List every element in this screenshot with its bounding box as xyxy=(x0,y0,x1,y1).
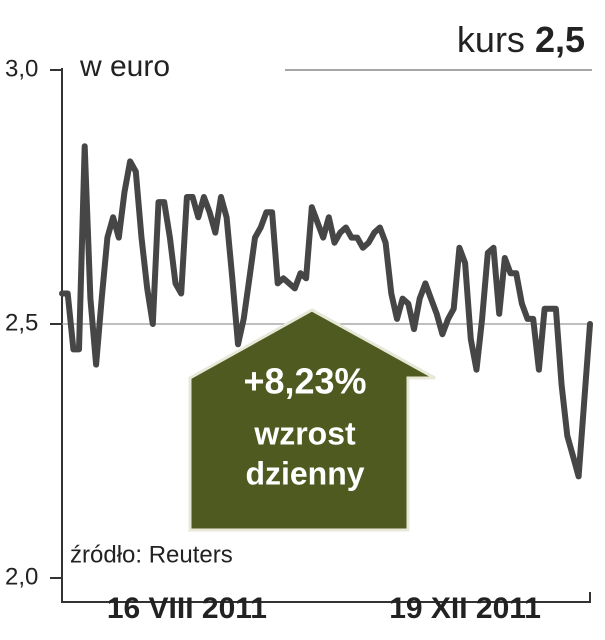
x-tick-label: 19 XII 2011 xyxy=(389,592,541,625)
title-value: 2,5 xyxy=(535,19,585,60)
x-tick-label: 16 VIII 2011 xyxy=(107,592,267,625)
title-prefix: kurs xyxy=(457,19,525,60)
annotation-line: wzrost xyxy=(253,415,356,451)
y-tick-label: 3,0 xyxy=(5,55,38,82)
annotation-value: +8,23% xyxy=(243,361,366,402)
plot xyxy=(59,143,593,480)
source: źródło: Reuters xyxy=(70,541,233,568)
y-tick-label: 2,0 xyxy=(5,563,38,590)
annotation-line: dzienny xyxy=(245,455,364,491)
y-tick-label: 2,5 xyxy=(5,309,38,336)
unit-label: w euro xyxy=(79,50,170,83)
axis-labels: 2,0 2,5 3,0 16 VIII 2011 19 XII 2011 xyxy=(5,55,541,625)
x-axis xyxy=(61,592,591,603)
chart-title: kurs 2,5 xyxy=(457,19,585,60)
arrow xyxy=(188,308,436,532)
line-series xyxy=(59,143,593,480)
